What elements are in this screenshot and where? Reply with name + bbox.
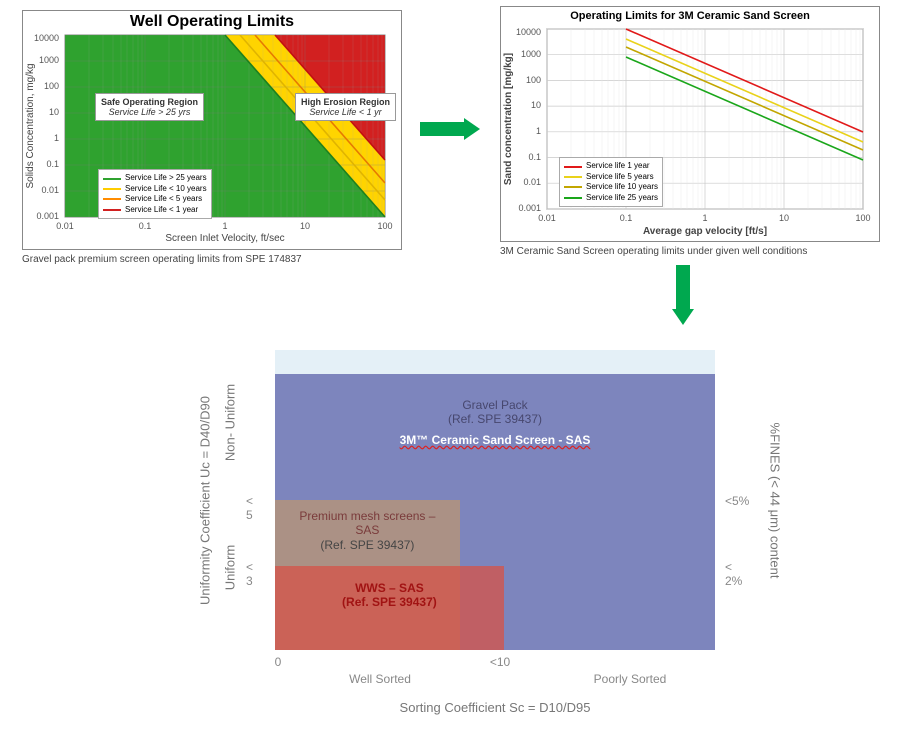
svg-text:0.1: 0.1 [46,159,59,169]
chart1-safe-annot: Safe Operating Region Service Life > 25 … [95,93,204,121]
svg-text:10: 10 [779,213,789,223]
svg-text:0.1: 0.1 [528,152,541,162]
chart1-panel: Well Operating Limits [22,10,402,265]
chart1-erosion-annot-sub: Service Life < 1 yr [309,107,381,117]
chart3-y2tick-5: <5% [725,494,749,508]
chart3-ceramic-line3: 3M™ Ceramic Sand Screen - SAS [275,433,715,447]
legend-label: Service life 5 years [586,172,654,182]
legend-label: Service life 1 year [586,161,650,171]
svg-text:10: 10 [49,107,59,117]
chart2-title: Operating Limits for 3M Ceramic Sand Scr… [501,7,879,22]
chart3-gravelpack-line2: (Ref. SPE 39437) [275,412,715,426]
chart3-y2tick-2: < 2% [725,560,742,588]
svg-text:100: 100 [855,213,870,223]
chart3-xcat-poor: Poorly Sorted [560,672,700,686]
chart3-ycat-uniform: Uniform [223,508,238,628]
chart2-svg: 0.001 0.01 0.1 1 10 100 1000 10000 0.01 … [501,25,881,243]
legend-item: Service life 10 years [564,182,658,192]
legend-item: Service Life < 5 years [103,194,207,204]
arrow-right [420,118,480,140]
chart2-panel: Operating Limits for 3M Ceramic Sand Scr… [500,6,880,257]
chart2-frame: Operating Limits for 3M Ceramic Sand Scr… [500,6,880,242]
svg-text:0.01: 0.01 [41,185,59,195]
chart3-premium-text: Premium mesh screens – SAS (Ref. SPE 394… [275,509,460,552]
chart2-xlabel: Average gap velocity [ft/s] [643,226,767,237]
legend-label: Service life 10 years [586,182,658,192]
svg-text:0.01: 0.01 [56,221,74,231]
chart2-legend: Service life 1 year Service life 5 years… [559,157,663,207]
legend-item: Service life 25 years [564,193,658,203]
chart3-ytick-5: < 5 [246,494,253,522]
svg-text:0.1: 0.1 [620,213,633,223]
svg-text:1000: 1000 [39,55,59,65]
chart3-yaxis-left-label: Uniformity Coefficient Uc = D40/D90 [198,351,213,651]
legend-label: Service Life < 1 year [125,205,198,215]
chart3-top-strip [275,350,715,374]
svg-text:1000: 1000 [521,49,541,59]
legend-label: Service life 25 years [586,193,658,203]
svg-text:1: 1 [702,213,707,223]
chart1-xlabel: Screen Inlet Velocity, ft/sec [165,233,284,244]
svg-text:10: 10 [531,100,541,110]
chart3-yaxis-right-label: %FINES (< 44 μm) content [768,351,783,651]
legend-item: Service life 1 year [564,161,658,171]
chart3-plot: Gravel Pack (Ref. SPE 39437) 3M™ Ceramic… [275,350,715,650]
chart3-gravelpack-line1: Gravel Pack [275,398,715,412]
chart2-caption: 3M Ceramic Sand Screen operating limits … [500,246,880,257]
legend-item: Service Life > 25 years [103,173,207,183]
chart3-wws-text: WWS – SAS (Ref. SPE 39437) [275,581,504,610]
chart3-ytick-3: < 3 [246,560,253,588]
chart3-wws-line1: WWS – SAS [275,581,504,595]
chart3-premium-line2: SAS [275,523,460,537]
svg-text:0.001: 0.001 [36,211,59,221]
chart1-safe-annot-sub: Service Life > 25 yrs [109,107,191,117]
chart3-premium-line3: (Ref. SPE 39437) [275,538,460,552]
chart1-svg: 0.01 0.1 1 10 100 0.001 0.01 0.1 1 10 10… [23,29,403,251]
svg-text:100: 100 [377,221,392,231]
svg-text:100: 100 [44,81,59,91]
chart1-ylabel: Solids Concentration, mg/kg [25,63,36,188]
chart1-safe-annot-title: Safe Operating Region [101,97,198,107]
chart1-legend: Service Life > 25 years Service Life < 1… [98,169,212,219]
arrow-down [672,265,694,325]
legend-item: Service Life < 10 years [103,184,207,194]
svg-text:0.001: 0.001 [518,203,541,213]
legend-label: Service Life > 25 years [125,173,207,183]
chart3-xtick-0: 0 [268,655,288,669]
chart3-ceramic-text: Gravel Pack (Ref. SPE 39437) 3M™ Ceramic… [275,398,715,447]
chart3-xaxis-label: Sorting Coefficient Sc = D10/D95 [275,700,715,715]
legend-label: Service Life < 5 years [125,194,202,204]
svg-text:0.01: 0.01 [538,213,556,223]
svg-text:1: 1 [222,221,227,231]
legend-label: Service Life < 10 years [125,184,207,194]
chart1-title: Well Operating Limits [23,11,401,31]
chart3-ycat-nonuniform: Non- Uniform [223,363,238,483]
chart1-erosion-annot: High Erosion Region Service Life < 1 yr [295,93,396,121]
legend-item: Service life 5 years [564,172,658,182]
svg-text:0.01: 0.01 [523,177,541,187]
svg-text:0.1: 0.1 [139,221,152,231]
chart1-caption: Gravel pack premium screen operating lim… [22,254,402,265]
svg-text:10: 10 [300,221,310,231]
svg-text:1: 1 [536,126,541,136]
svg-text:100: 100 [526,75,541,85]
chart1-frame: Well Operating Limits [22,10,402,250]
chart2-ylabel: Sand concentration [mg/kg] [503,53,514,185]
chart3-wws-line2: (Ref. SPE 39437) [275,595,504,609]
svg-text:1: 1 [54,133,59,143]
legend-item: Service Life < 1 year [103,205,207,215]
svg-text:10000: 10000 [34,33,59,43]
chart3-xtick-10: <10 [480,655,520,669]
chart3-xcat-well: Well Sorted [310,672,450,686]
chart1-erosion-annot-title: High Erosion Region [301,97,390,107]
svg-text:10000: 10000 [516,27,541,37]
chart3-premium-line1: Premium mesh screens – [275,509,460,523]
